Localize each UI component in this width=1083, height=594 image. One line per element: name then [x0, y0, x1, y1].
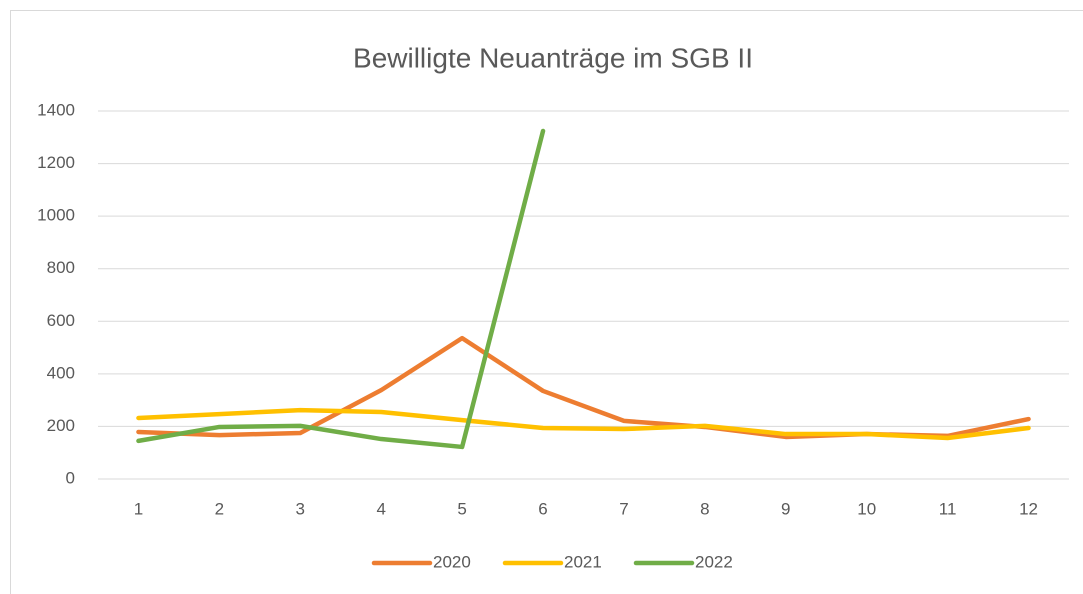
y-tick-label: 1400	[37, 100, 75, 119]
y-tick-label: 200	[47, 416, 75, 435]
x-tick-label: 3	[296, 499, 305, 518]
chart-title: Bewilligte Neuanträge im SGB II	[353, 42, 753, 73]
legend-label: 2022	[695, 552, 733, 571]
x-tick-label: 12	[1019, 499, 1038, 518]
y-tick-label: 0	[66, 468, 75, 487]
x-tick-label: 10	[857, 499, 876, 518]
x-tick-label: 6	[538, 499, 547, 518]
y-tick-label: 600	[47, 311, 75, 330]
x-tick-label: 11	[939, 499, 957, 518]
x-tick-label: 1	[134, 499, 143, 518]
series-line	[136, 128, 546, 450]
x-tick-label: 8	[700, 499, 709, 518]
chart-border	[10, 10, 1083, 594]
legend-label: 2020	[433, 552, 471, 571]
series-line	[136, 407, 1031, 441]
y-tick-label: 800	[47, 258, 75, 277]
x-tick-label: 2	[215, 499, 224, 518]
x-tick-label: 5	[457, 499, 466, 518]
y-tick-label: 400	[47, 363, 75, 382]
x-tick-label: 9	[781, 499, 790, 518]
x-tick-label: 7	[619, 499, 628, 518]
x-tick-label: 4	[376, 499, 385, 518]
y-tick-label: 1200	[37, 153, 75, 172]
legend-label: 2021	[564, 552, 602, 571]
y-tick-label: 1000	[37, 206, 75, 225]
